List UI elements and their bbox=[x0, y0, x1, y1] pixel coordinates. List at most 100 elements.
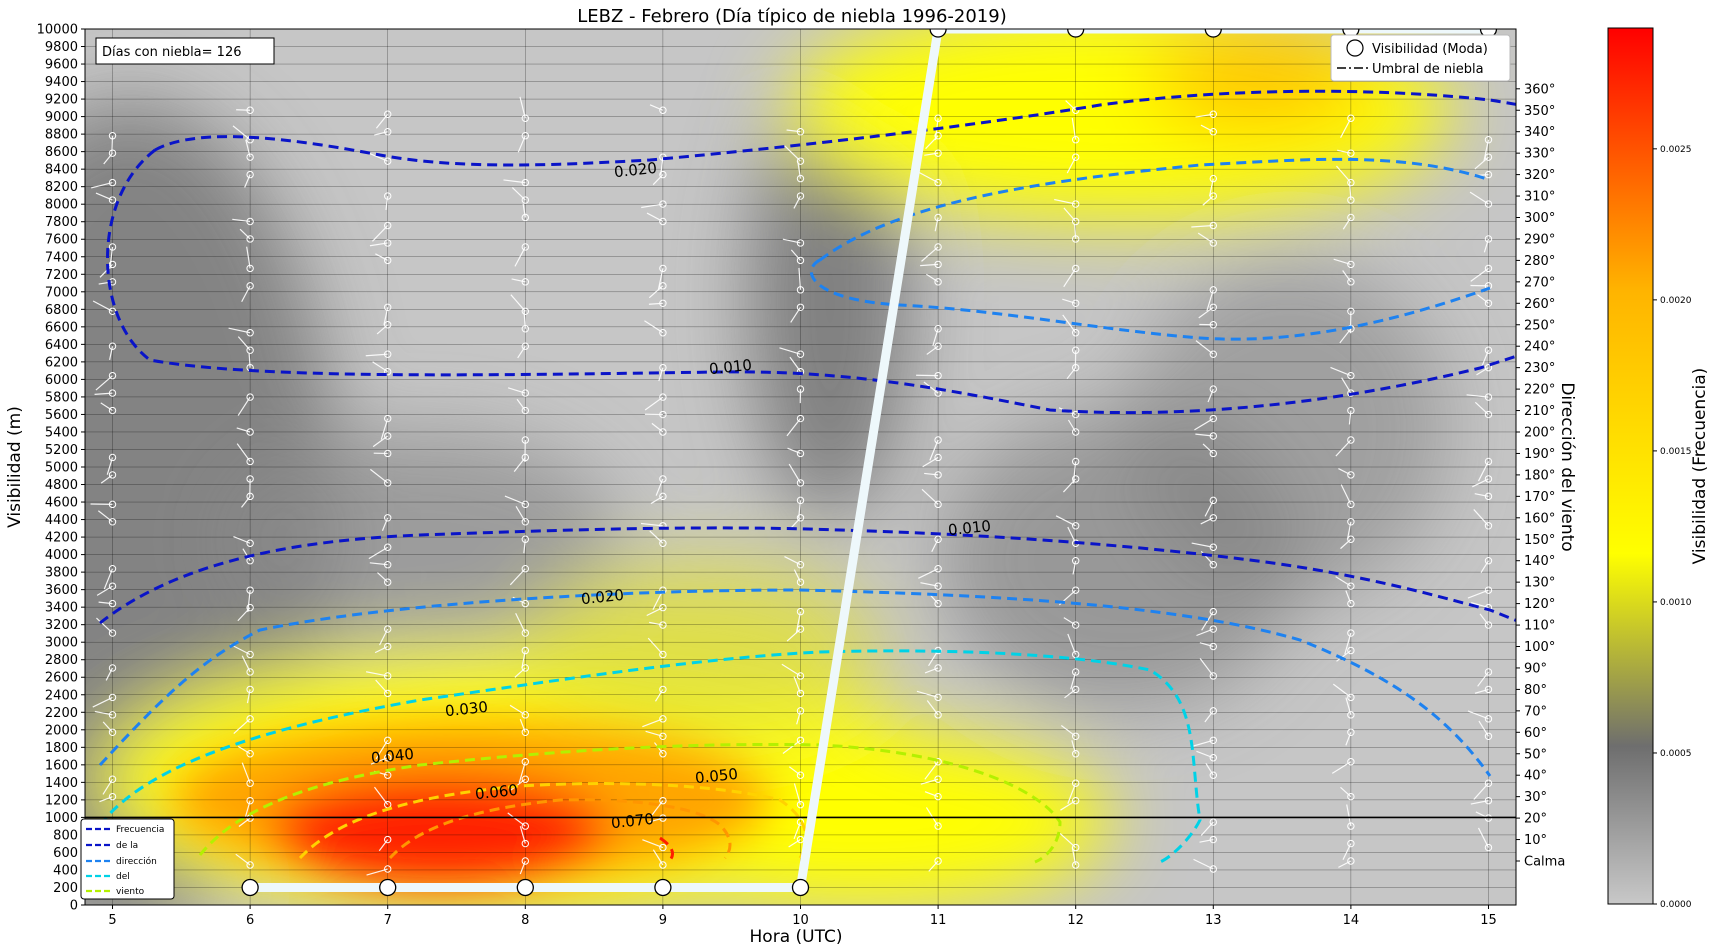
y-tick-label: 5000 bbox=[45, 461, 78, 476]
wind-barb-origin bbox=[521, 132, 530, 140]
contour-label: 0.020 bbox=[580, 586, 625, 608]
wind-barb-origin bbox=[1209, 432, 1217, 440]
y-tick-label: 5200 bbox=[45, 443, 78, 458]
wind-legend-entry: viento bbox=[116, 887, 145, 897]
wind-barb-origin bbox=[1347, 857, 1355, 865]
wind-barb-origin bbox=[659, 650, 667, 659]
wind-barb-origin bbox=[934, 693, 942, 702]
wind-barb-origin bbox=[108, 342, 117, 350]
wind-barb-origin bbox=[1484, 393, 1493, 401]
wind-barb-origin bbox=[659, 393, 667, 401]
visibility-mode-series bbox=[241, 29, 1498, 897]
wind-barb bbox=[926, 273, 939, 283]
wind-direction-tick-label: 280° bbox=[1524, 254, 1555, 269]
wind-barb-origin bbox=[1484, 200, 1493, 208]
wind-direction-tick-label: 160° bbox=[1524, 511, 1555, 526]
wind-barb-origin bbox=[934, 260, 942, 269]
y-tick-label: 1600 bbox=[45, 758, 78, 773]
wind-barb-origin bbox=[1071, 557, 1080, 565]
wind-barb-origin bbox=[384, 157, 392, 165]
wind-barb-origin bbox=[521, 213, 530, 222]
wind-barb-origin bbox=[659, 329, 667, 337]
wind-barb-origin bbox=[934, 371, 942, 380]
wind-barb-origin bbox=[1484, 235, 1493, 243]
x-axis-label: Hora (UTC) bbox=[750, 927, 843, 947]
wind-legend-entry: Frecuencia bbox=[116, 825, 164, 835]
wind-barb bbox=[652, 174, 664, 186]
contour-label: 0.050 bbox=[694, 765, 739, 787]
wind-barb-origin bbox=[796, 157, 805, 165]
wind-barb-origin bbox=[934, 857, 942, 865]
wind-barb-origin bbox=[1347, 278, 1355, 286]
y-tick-label: 1800 bbox=[45, 741, 78, 756]
y-tick-label: 3000 bbox=[45, 636, 78, 651]
wind-barb bbox=[517, 345, 526, 359]
wind-barb bbox=[237, 745, 251, 755]
wind-barbs bbox=[90, 96, 1493, 876]
wind-barb-origin bbox=[108, 664, 117, 672]
wind-barb-origin bbox=[108, 693, 117, 702]
wind-barb-origin bbox=[659, 861, 667, 869]
wind-barb-origin bbox=[934, 500, 942, 509]
wind-barb bbox=[376, 324, 389, 335]
wind-barb-origin bbox=[1209, 110, 1217, 118]
wind-barb-origin bbox=[1347, 599, 1355, 608]
wind-barb-origin bbox=[1347, 260, 1355, 269]
wind-barb-origin bbox=[384, 256, 392, 265]
contour-line bbox=[298, 782, 808, 860]
wind-barb-origin bbox=[934, 149, 942, 157]
wind-barb-origin bbox=[1484, 410, 1493, 419]
wind-barb-origin bbox=[521, 857, 530, 865]
wind-barb bbox=[522, 203, 526, 218]
wind-barb bbox=[1345, 732, 1352, 746]
wind-direction-tick-label: 150° bbox=[1524, 533, 1555, 548]
wind-barb-origin bbox=[384, 110, 392, 118]
wind-barb-origin bbox=[384, 865, 392, 873]
wind-barb bbox=[385, 195, 389, 211]
y-tick-label: 3200 bbox=[45, 618, 78, 633]
wind-barb bbox=[1337, 149, 1352, 154]
wind-barb-origin bbox=[246, 235, 254, 243]
wind-barb-origin bbox=[934, 114, 942, 122]
wind-barb-origin bbox=[384, 672, 392, 680]
y-tick-label: 0 bbox=[70, 899, 78, 914]
wind-direction-tick-label: 20° bbox=[1524, 812, 1547, 827]
wind-barb bbox=[381, 517, 389, 532]
wind-barb bbox=[1062, 298, 1076, 304]
wind-barb-origin bbox=[1209, 414, 1217, 423]
mode-marker bbox=[654, 878, 672, 897]
wind-barb-origin bbox=[1484, 299, 1493, 307]
wind-barb-origin bbox=[934, 711, 942, 719]
wind-barb-origin bbox=[384, 736, 392, 744]
wind-barb-origin bbox=[659, 299, 667, 307]
wind-barb-origin bbox=[384, 754, 392, 762]
wind-barb-origin bbox=[521, 436, 530, 444]
x-tick-label: 14 bbox=[1343, 913, 1360, 928]
wind-barb-origin bbox=[1209, 286, 1217, 294]
wind-barb bbox=[1345, 590, 1352, 604]
wind-barb-origin bbox=[1347, 500, 1355, 509]
wind-barb bbox=[1071, 740, 1077, 754]
y-tick-label: 8800 bbox=[45, 128, 78, 143]
wind-barb-origin bbox=[108, 599, 117, 608]
wind-barb bbox=[1348, 410, 1352, 425]
wind-barb-origin bbox=[1071, 779, 1080, 787]
wind-barb-origin bbox=[796, 689, 805, 698]
y-tick-label: 600 bbox=[53, 846, 78, 861]
wind-barb-origin bbox=[384, 239, 392, 247]
wind-barb-origin bbox=[1347, 178, 1355, 187]
wind-legend-entry: del bbox=[116, 872, 130, 882]
x-tick-label: 13 bbox=[1205, 913, 1222, 928]
wind-barb bbox=[1202, 195, 1214, 206]
wind-barb-origin bbox=[1209, 385, 1217, 393]
wind-barb-origin bbox=[384, 625, 392, 633]
wind-direction-tick-label: 230° bbox=[1524, 361, 1555, 376]
mode-marker bbox=[379, 878, 397, 897]
wind-barb bbox=[377, 572, 389, 583]
wind-barb-origin bbox=[659, 428, 667, 436]
wind-barb bbox=[1474, 493, 1489, 497]
chart-title: LEBZ - Febrero (Día típico de niebla 199… bbox=[577, 6, 1006, 27]
x-tick-label: 11 bbox=[930, 913, 947, 928]
y-tick-label: 6800 bbox=[45, 303, 78, 318]
wind-barb-origin bbox=[246, 393, 254, 401]
